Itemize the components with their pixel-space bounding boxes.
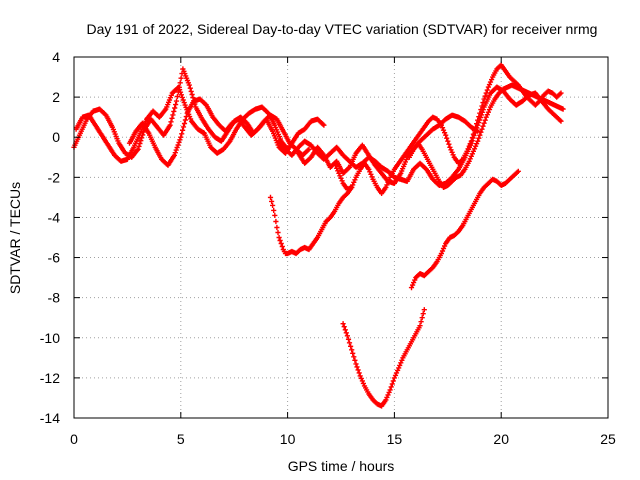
y-tick-label: 2 — [52, 89, 60, 105]
y-tick-label: 0 — [52, 129, 60, 145]
satellite-track-8 — [267, 184, 355, 257]
satellite-track-9 — [340, 307, 427, 409]
x-tick-label: 10 — [280, 431, 296, 447]
chart-title: Day 191 of 2022, Sidereal Day-to-day VTE… — [87, 21, 598, 37]
satellite-track-2 — [73, 84, 291, 164]
series-markers — [126, 96, 312, 168]
y-tick-label: -10 — [40, 330, 60, 346]
series-markers — [340, 307, 427, 409]
series-markers — [332, 62, 564, 196]
x-tick-label: 0 — [70, 431, 78, 447]
y-tick-label: -2 — [48, 169, 61, 185]
satellite-track-10 — [408, 168, 521, 291]
x-axis-label: GPS time / hours — [288, 458, 395, 474]
series-markers — [406, 82, 566, 190]
satellite-track-3 — [126, 96, 312, 168]
satellite-track-6 — [332, 62, 564, 196]
data-series — [71, 62, 566, 409]
y-tick-label: -14 — [40, 410, 60, 426]
x-tick-label: 25 — [600, 431, 616, 447]
x-tick-label: 20 — [493, 431, 509, 447]
y-tick-label: -6 — [48, 250, 61, 266]
plot-frame — [73, 56, 609, 419]
y-tick-label: -4 — [48, 209, 61, 225]
axis-ticks — [73, 56, 609, 419]
y-tick-label: -12 — [40, 370, 60, 386]
y-tick-label: 4 — [52, 49, 60, 65]
series-markers — [73, 84, 291, 164]
y-axis-label: SDTVAR / TECUs — [7, 182, 23, 294]
series-markers — [267, 184, 355, 257]
y-tick-label: -8 — [48, 290, 61, 306]
x-axis-tick-labels: 0 5 10 15 20 25 — [70, 431, 616, 447]
satellite-track-7 — [406, 82, 566, 190]
grid-lines — [74, 57, 608, 418]
x-tick-label: 15 — [387, 431, 403, 447]
x-tick-label: 5 — [177, 431, 185, 447]
series-markers — [408, 168, 521, 291]
y-axis-tick-labels: 4 2 0 -2 -4 -6 -8 -10 -12 -14 — [40, 49, 60, 426]
